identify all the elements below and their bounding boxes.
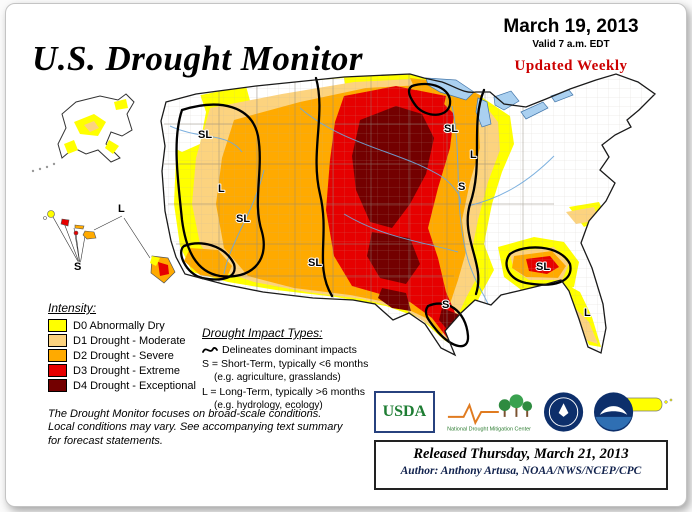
d2-swatch [48, 349, 67, 362]
legend-item-d2: D2 Drought - Severe [48, 349, 196, 362]
island-maui [82, 230, 97, 240]
disclaimer-line: The Drought Monitor focuses on broad-sca… [48, 408, 322, 420]
disclaimer-line: Local conditions may vary. See accompany… [48, 421, 343, 434]
ndmc-logo: National Drought Mitigation Center [447, 394, 532, 433]
legend-item-d3: D3 Drought - Extreme [48, 364, 196, 377]
ndmc-trees-icon [498, 394, 532, 417]
impact-boundaries [175, 76, 572, 348]
impact-label: SL [308, 257, 322, 269]
disclaimer: The Drought Monitor focuses on broad-sca… [48, 408, 358, 448]
great-lakes [425, 77, 574, 128]
squiggle-line-icon [202, 347, 218, 353]
impact-label: L [470, 149, 477, 161]
impact-label: SL [198, 129, 212, 141]
noaa-seal-icon [593, 392, 634, 432]
short-term-example: (e.g. agriculture, grasslands) [214, 372, 341, 383]
short-term-line: S = Short-Term, typically <6 months [202, 358, 392, 370]
dept-of-commerce-seal-icon [543, 392, 583, 432]
d3-swatch [48, 364, 67, 377]
disclaimer-line: for forecast statements. [48, 434, 163, 447]
impact-label: SL [444, 123, 458, 135]
legend-heading: Intensity: [48, 301, 97, 315]
report-date: March 19, 2013 [503, 16, 639, 37]
author-credit: Author: Anthony Artusa, NOAA/NWS/NCEP/CP… [400, 465, 642, 477]
aleutian-islands [31, 162, 56, 173]
legend-label: D3 Drought - Extreme [73, 364, 180, 377]
date-block: March 19, 2013 Valid 7 a.m. EDT Updated … [486, 16, 656, 75]
ndmc-heartbeat-line [447, 402, 499, 426]
short-term-text: S = Short-Term, typically <6 months [202, 358, 369, 370]
legend-label: D1 Drought - Moderate [73, 334, 186, 347]
conus-map [160, 73, 657, 357]
legend-item-d4: D4 Drought - Exceptional [48, 379, 196, 392]
island-niihau [43, 216, 47, 220]
updated-weekly-note: Updated Weekly [514, 58, 628, 74]
impact-label: L [584, 307, 591, 319]
us-outline [160, 73, 657, 357]
legend-item-d1: D1 Drought - Moderate [48, 334, 196, 347]
impact-heading: Drought Impact Types: [202, 326, 323, 340]
impact-label: S [442, 299, 449, 311]
island-kauai [47, 210, 55, 218]
drought-impact-types: Drought Impact Types: Delineates dominan… [202, 326, 392, 414]
legend-item-d0: D0 Abnormally Dry [48, 319, 196, 332]
delineates-text: Delineates dominant impacts [222, 344, 357, 356]
impact-label: S [458, 181, 465, 193]
impact-label: L [218, 183, 225, 195]
island-oahu [60, 218, 70, 227]
legend-label: D0 Abnormally Dry [73, 319, 165, 332]
hawaii-inset [43, 210, 176, 284]
legend-label: D2 Drought - Severe [73, 349, 174, 362]
impact-label-hawaii-l: L [118, 203, 125, 215]
usda-logo-text: USDA [382, 403, 427, 420]
drought-monitor-report: U.S. Drought Monitor March 19, 2013 Vali… [5, 3, 687, 507]
release-info-box: Released Thursday, March 21, 2013 Author… [374, 440, 668, 490]
drought-map: SL L SL SL L S S SL L SL S L [31, 73, 673, 412]
island-molokai [74, 224, 85, 230]
legend-label: D4 Drought - Exceptional [73, 379, 196, 392]
valid-time: Valid 7 a.m. EDT [532, 39, 610, 50]
impact-leader-lines [52, 215, 151, 266]
rivers [169, 105, 555, 305]
ndmc-caption: National Drought Mitigation Center [447, 427, 531, 433]
impact-label: SL [236, 213, 250, 225]
d1-swatch [48, 334, 67, 347]
impact-label: SL [536, 261, 550, 273]
impact-label-hawaii-s: S [74, 261, 81, 273]
delineates-line: Delineates dominant impacts [202, 344, 392, 356]
lake-erie [520, 101, 549, 120]
county-lines-texture [161, 74, 655, 355]
long-term-line: L = Long-Term, typically >6 months [202, 386, 392, 398]
long-term-text: L = Long-Term, typically >6 months [202, 386, 366, 398]
long-term-example: (e.g. hydrology, ecology) [214, 400, 323, 411]
island-hawaii-yellow-edge [150, 256, 160, 266]
impact-labels: SL L SL SL L S S SL L SL S L [73, 122, 592, 320]
d4-swatch [48, 379, 67, 392]
released-date: Released Thursday, March 21, 2013 [413, 446, 629, 462]
intensity-legend: Intensity: D0 Abnormally Dry D1 Drought … [48, 301, 196, 394]
d0-swatch [48, 319, 67, 332]
page-title: U.S. Drought Monitor [32, 39, 363, 79]
island-hawaii-red-core [158, 262, 169, 276]
agency-logos: USDA National Drought Mitigation Center [374, 386, 634, 438]
drought-intensity-layers [161, 74, 655, 355]
island-lanai [73, 230, 79, 236]
alaska-inset [31, 93, 135, 173]
usda-logo: USDA [374, 391, 435, 433]
